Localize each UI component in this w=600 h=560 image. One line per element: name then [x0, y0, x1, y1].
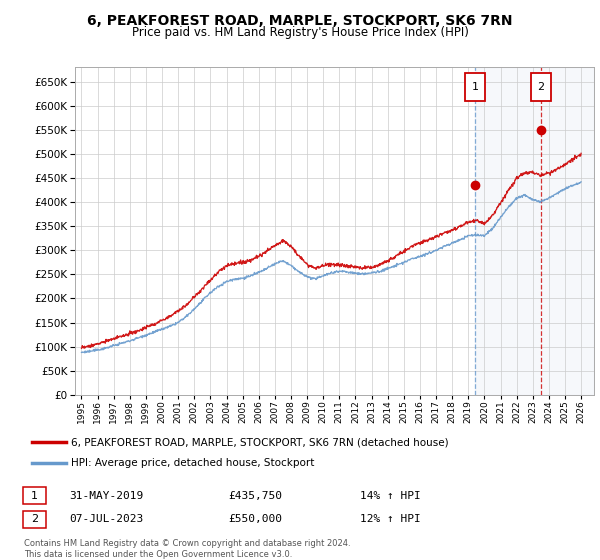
- Text: Contains HM Land Registry data © Crown copyright and database right 2024.
This d: Contains HM Land Registry data © Crown c…: [24, 539, 350, 559]
- Bar: [475, 67, 594, 395]
- Text: £435,750: £435,750: [228, 491, 282, 501]
- Text: Price paid vs. HM Land Registry's House Price Index (HPI): Price paid vs. HM Land Registry's House …: [131, 26, 469, 39]
- Text: HPI: Average price, detached house, Stockport: HPI: Average price, detached house, Stoc…: [71, 458, 315, 468]
- Text: 12% ↑ HPI: 12% ↑ HPI: [360, 514, 421, 524]
- Text: 31-MAY-2019: 31-MAY-2019: [69, 491, 143, 501]
- Text: 2: 2: [538, 82, 545, 92]
- Bar: [549, 67, 594, 395]
- Text: 1: 1: [472, 82, 479, 92]
- Text: 14% ↑ HPI: 14% ↑ HPI: [360, 491, 421, 501]
- FancyBboxPatch shape: [531, 73, 551, 101]
- Text: 2: 2: [31, 514, 38, 524]
- Text: 6, PEAKFOREST ROAD, MARPLE, STOCKPORT, SK6 7RN: 6, PEAKFOREST ROAD, MARPLE, STOCKPORT, S…: [87, 14, 513, 28]
- Text: 1: 1: [31, 491, 38, 501]
- Text: 07-JUL-2023: 07-JUL-2023: [69, 514, 143, 524]
- FancyBboxPatch shape: [465, 73, 485, 101]
- Text: 6, PEAKFOREST ROAD, MARPLE, STOCKPORT, SK6 7RN (detached house): 6, PEAKFOREST ROAD, MARPLE, STOCKPORT, S…: [71, 437, 449, 447]
- Text: £550,000: £550,000: [228, 514, 282, 524]
